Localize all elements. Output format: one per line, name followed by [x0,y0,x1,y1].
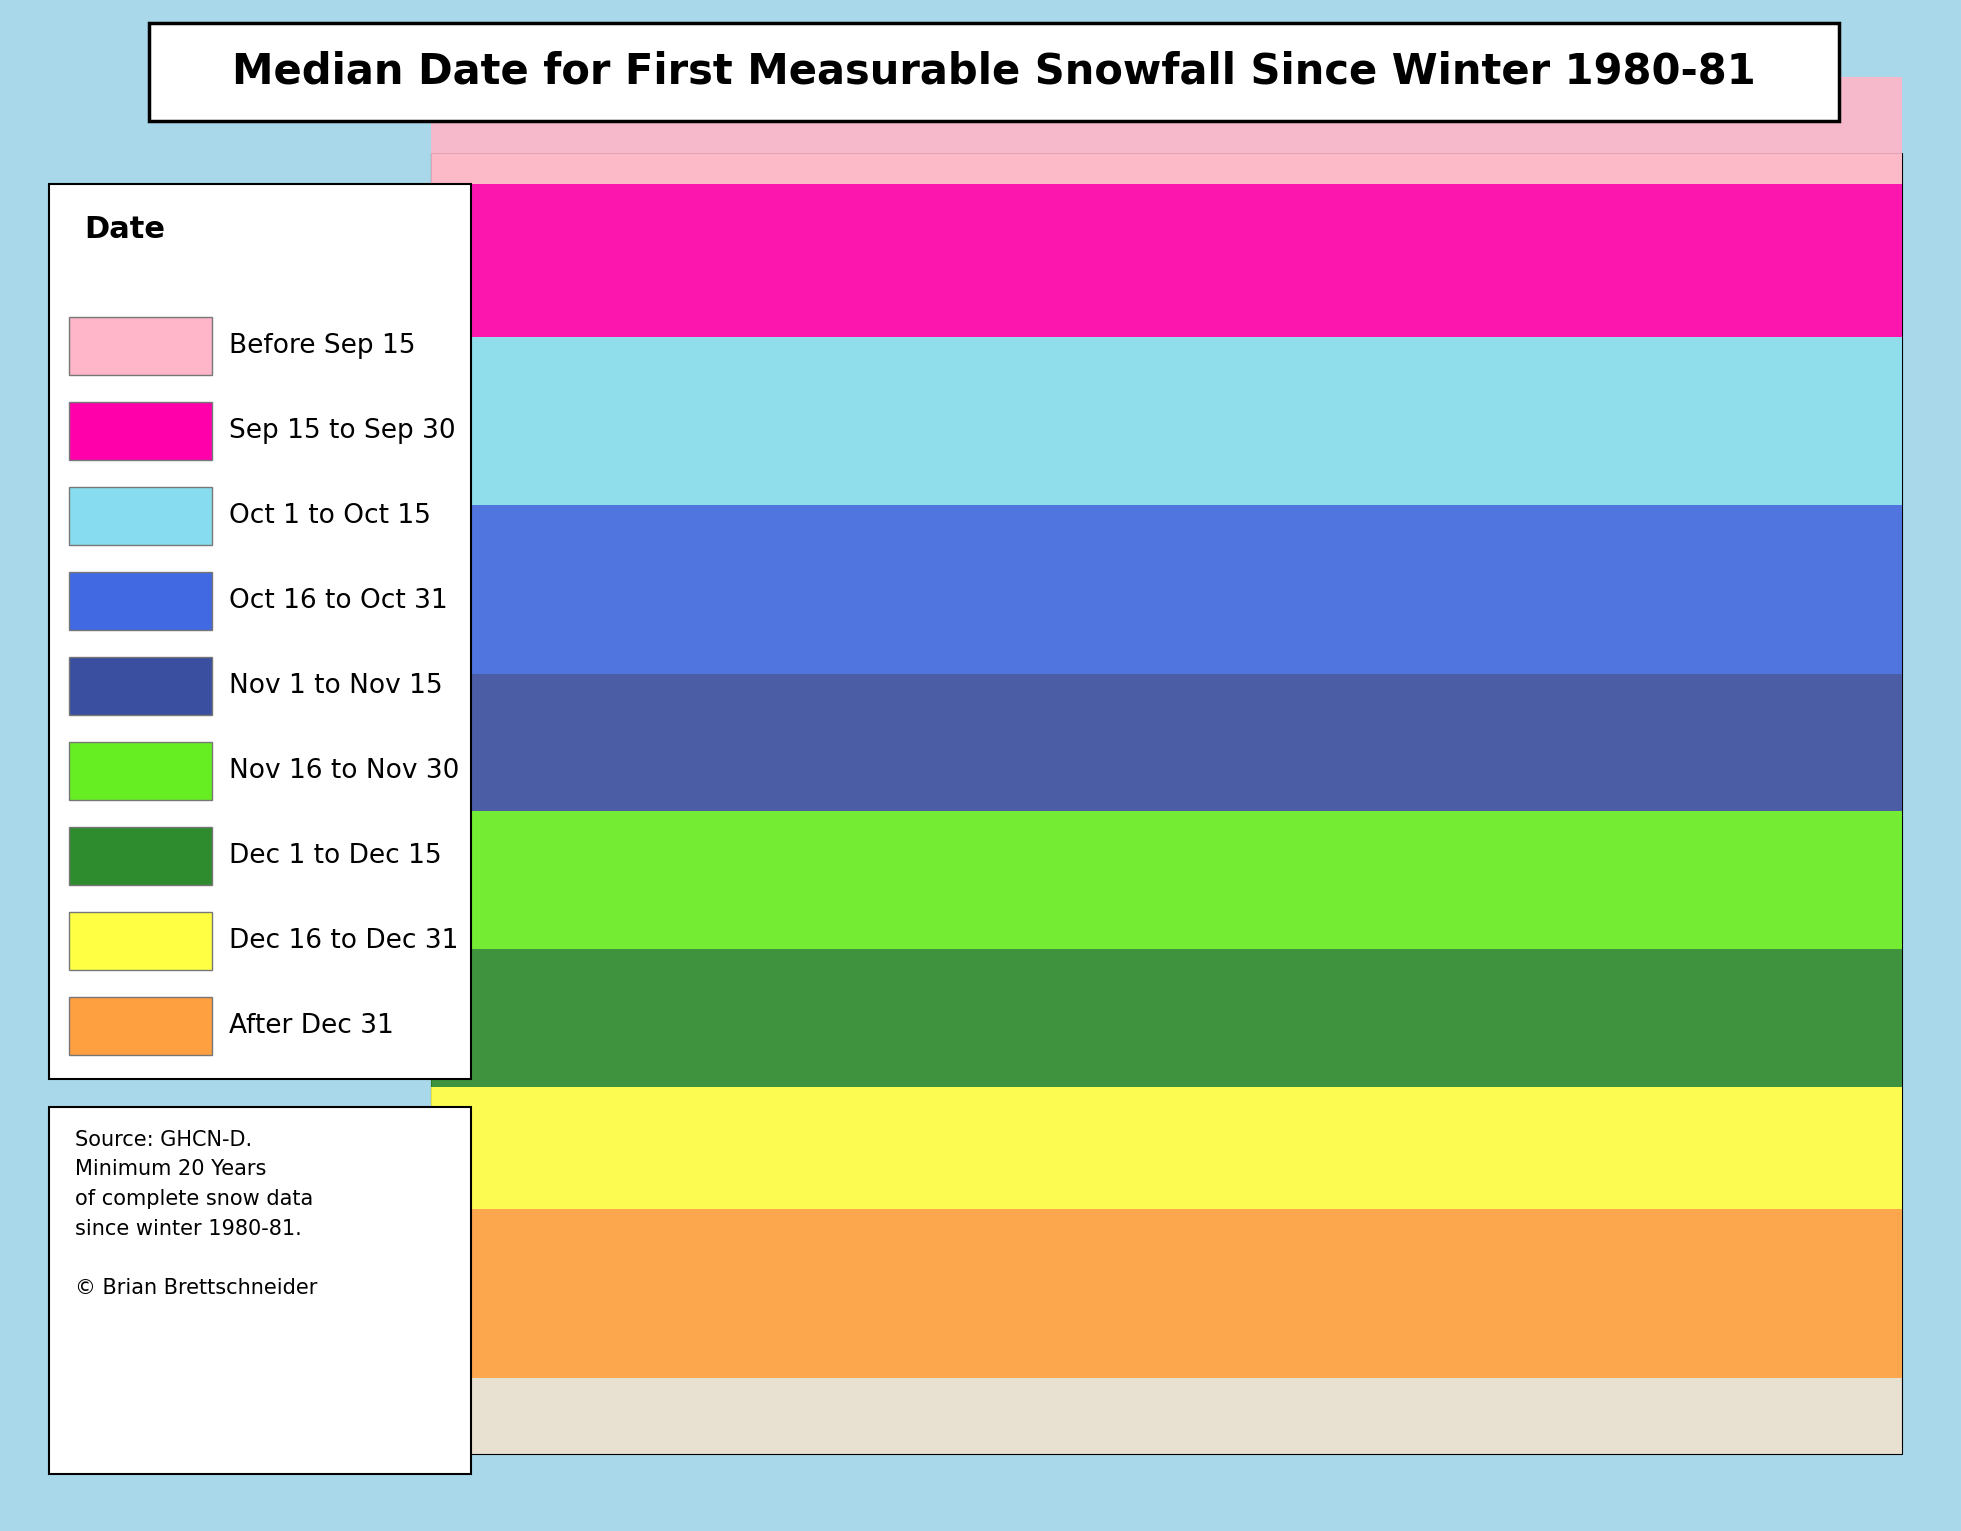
Text: Source: GHCN-D.
Minimum 20 Years
of complete snow data
since winter 1980-81.

© : Source: GHCN-D. Minimum 20 Years of comp… [75,1130,318,1298]
Text: After Dec 31: After Dec 31 [229,1014,394,1040]
Bar [69,827,212,885]
Bar [431,337,1902,505]
Bar [69,657,212,715]
Bar [431,1087,1902,1209]
Text: Before Sep 15: Before Sep 15 [229,332,416,358]
Text: Median Date for First Measurable Snowfall Since Winter 1980-81: Median Date for First Measurable Snowfal… [231,51,1757,93]
Bar [69,317,212,375]
Text: Nov 16 to Nov 30: Nov 16 to Nov 30 [229,758,459,784]
Bar [69,743,212,799]
Bar [49,184,471,1079]
Bar [69,997,212,1055]
Bar [69,487,212,545]
Bar [431,811,1902,949]
Text: Nov 1 to Nov 15: Nov 1 to Nov 15 [229,674,443,698]
Bar [431,949,1902,1087]
Text: Dec 16 to Dec 31: Dec 16 to Dec 31 [229,928,459,954]
Text: Date: Date [84,216,165,243]
Text: Dec 1 to Dec 15: Dec 1 to Dec 15 [229,844,441,870]
Text: Oct 1 to Oct 15: Oct 1 to Oct 15 [229,502,431,528]
Bar [431,674,1902,811]
Bar [431,153,1902,1454]
Bar [431,184,1902,337]
Bar [149,23,1839,121]
Bar [431,77,1902,184]
Bar [49,1107,471,1474]
Text: Oct 16 to Oct 31: Oct 16 to Oct 31 [229,588,447,614]
Bar [69,912,212,971]
Bar [431,505,1902,674]
Bar [431,1209,1902,1378]
Bar [69,573,212,629]
Bar [69,401,212,459]
Text: Sep 15 to Sep 30: Sep 15 to Sep 30 [229,418,457,444]
